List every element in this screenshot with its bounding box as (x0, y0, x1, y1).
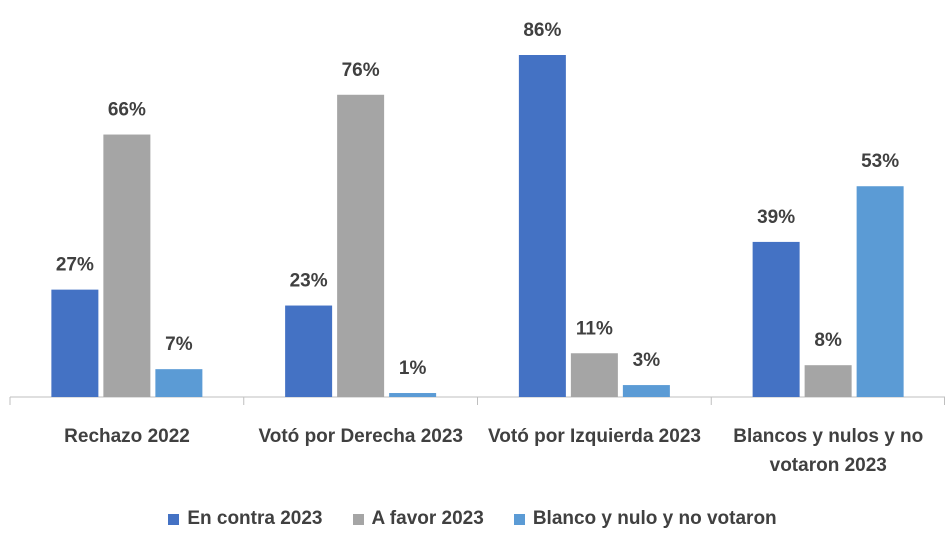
legend: En contra 2023 A favor 2023 Blanco y nulo … (0, 508, 945, 530)
data-label: 27% (56, 255, 94, 276)
data-label: 86% (523, 20, 561, 41)
data-label: 7% (165, 334, 193, 355)
legend-swatch (352, 513, 364, 525)
bar (51, 289, 99, 397)
x-tick-label: Votó por Derecha 2023 (258, 426, 463, 447)
bar (337, 94, 385, 397)
bar (570, 353, 618, 397)
data-label: 39% (757, 207, 795, 228)
legend-item: Blanco y nulo y no votaron (513, 508, 777, 530)
bar (856, 186, 904, 397)
data-label: 11% (576, 318, 613, 339)
data-label: 76% (342, 60, 380, 81)
legend-label: En contra 2023 (187, 508, 323, 529)
bar (103, 134, 151, 397)
legend-label: Blanco y nulo y no votaron (532, 508, 777, 529)
legend-item: A favor 2023 (352, 508, 484, 530)
bar (804, 365, 852, 397)
x-tick-label: Blancos y nulos y no votaron 2023 (733, 426, 924, 476)
data-label: 53% (861, 151, 899, 172)
legend-swatch (168, 513, 180, 525)
data-label: 3% (633, 350, 661, 371)
data-label: 66% (108, 100, 146, 121)
legend-label: A favor 2023 (371, 508, 484, 529)
x-tick-label: Votó por Izquierda 2023 (488, 426, 701, 447)
data-label: 8% (814, 330, 842, 351)
legend-swatch (513, 513, 525, 525)
bar (285, 305, 333, 397)
legend-item: En contra 2023 (168, 508, 323, 530)
bar (518, 55, 566, 397)
bar (752, 241, 800, 397)
bar (622, 385, 670, 397)
data-label: 1% (399, 358, 427, 379)
bar (155, 369, 203, 397)
x-tick-label: Rechazo 2022 (64, 426, 190, 447)
data-label: 23% (290, 271, 328, 292)
bar (389, 393, 437, 397)
